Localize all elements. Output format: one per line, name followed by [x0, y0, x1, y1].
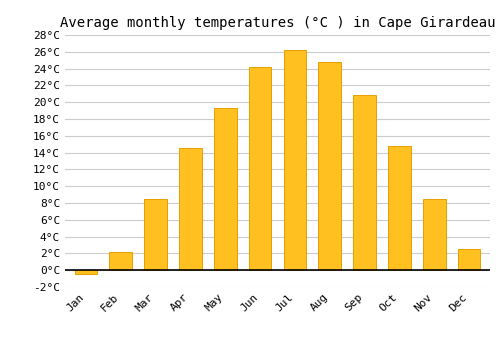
Bar: [110, 252, 132, 270]
Bar: [144, 199, 167, 270]
Bar: [458, 249, 480, 270]
Bar: [249, 67, 272, 270]
Bar: [388, 146, 410, 270]
Bar: [284, 50, 306, 270]
Bar: [74, 270, 97, 274]
Bar: [354, 96, 376, 270]
Bar: [318, 62, 341, 270]
Bar: [179, 148, 202, 270]
Title: Average monthly temperatures (°C ) in Cape Girardeau: Average monthly temperatures (°C ) in Ca…: [60, 16, 495, 30]
Bar: [423, 199, 446, 270]
Bar: [214, 108, 236, 270]
